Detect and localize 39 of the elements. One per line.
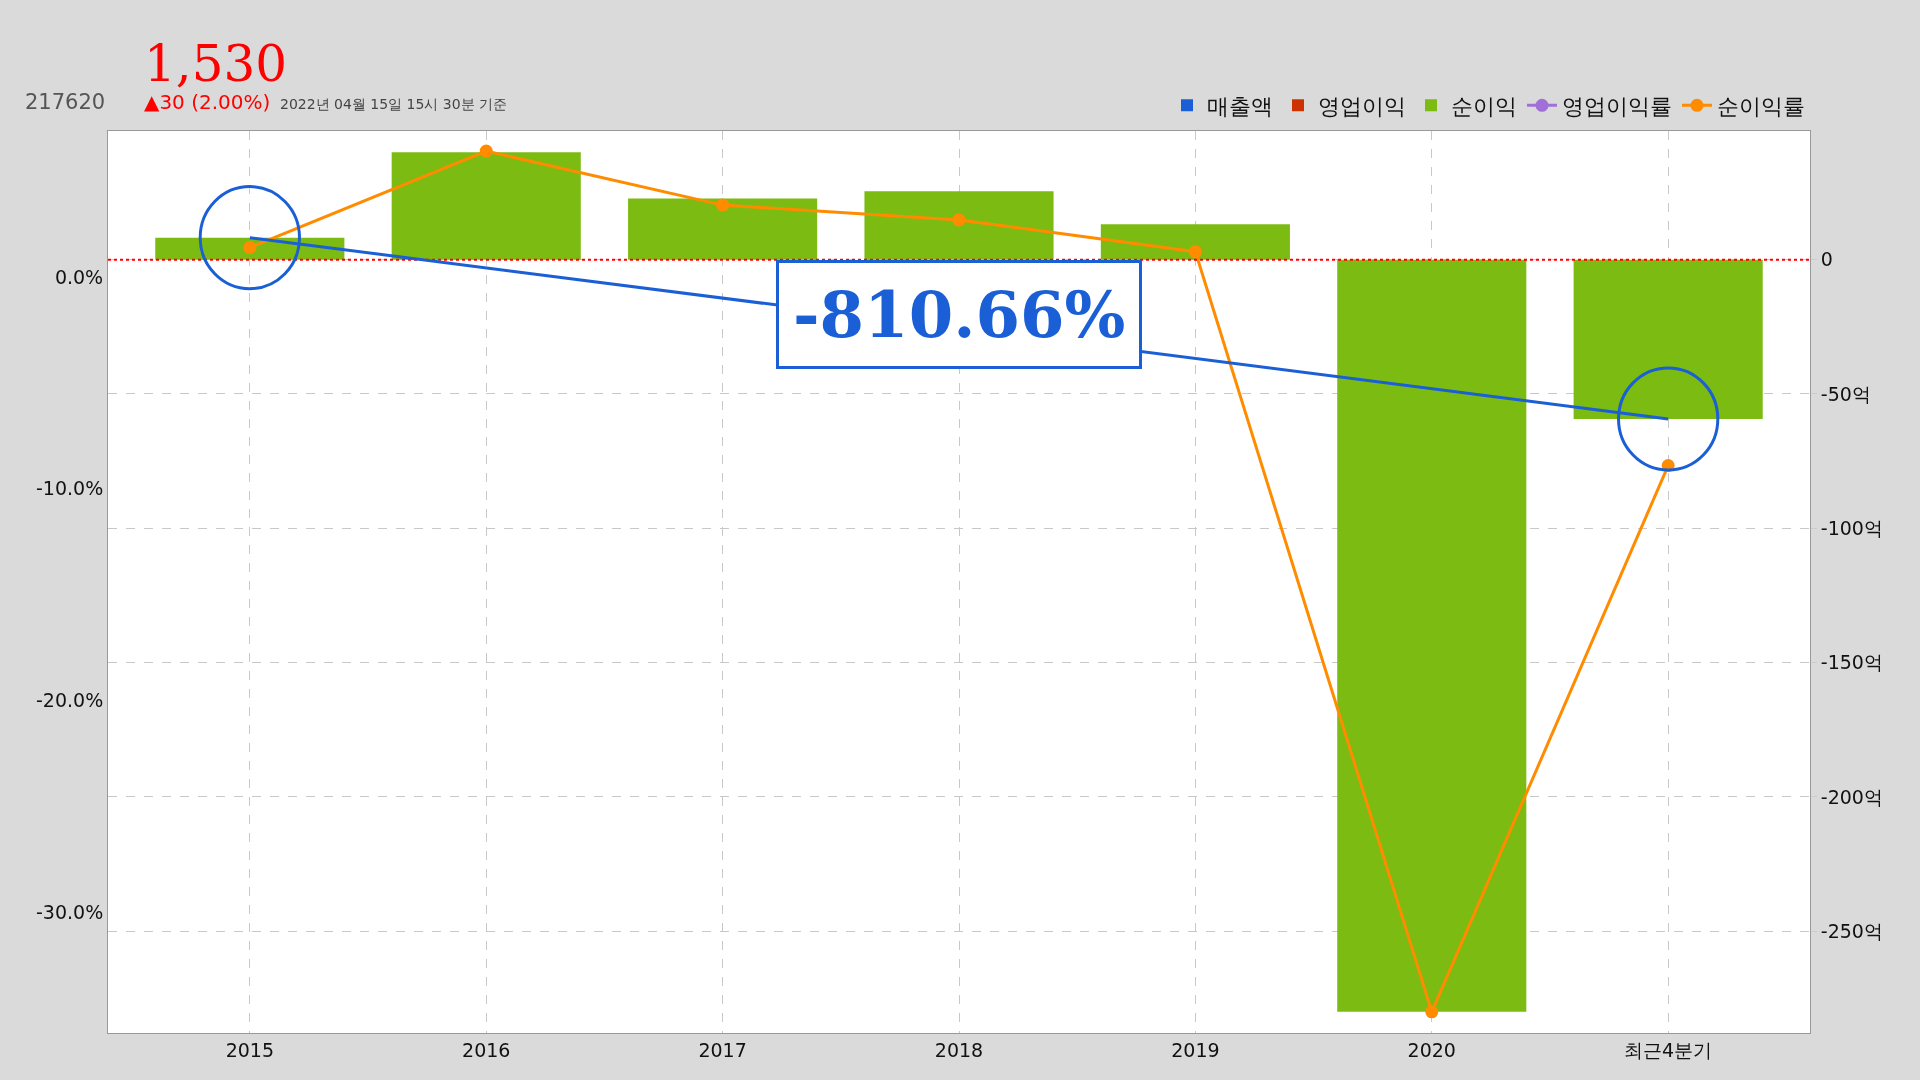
x-tick-label: 최근4분기 (1624, 1038, 1713, 1061)
y-tick-label: 0.0% (54, 265, 104, 288)
legend-label: 영업이익률 (1562, 93, 1672, 119)
bar (628, 198, 818, 260)
legend-label: 매출액 (1207, 93, 1273, 119)
y-tick-label: -10.0% (35, 477, 104, 500)
y-tick-label: -20.0% (35, 689, 104, 712)
chart-subtitle: ▲30 (2.00%) (144, 90, 271, 114)
legend-label: 순이익 (1451, 93, 1517, 119)
point (716, 198, 730, 212)
bar (1100, 224, 1290, 260)
point (1425, 1005, 1439, 1019)
x-tick-label: 2018 (934, 1038, 984, 1061)
y-tick-label: -30.0% (35, 900, 104, 923)
bar (391, 152, 581, 260)
y2-tick-label: -100억 (1820, 516, 1883, 539)
x-tick-label: 2017 (698, 1038, 747, 1061)
legend-label: 순이익률 (1717, 93, 1805, 119)
point (952, 213, 966, 227)
point (243, 240, 257, 254)
annotation: -810.66% (793, 277, 1126, 352)
y2-tick-label: -150억 (1820, 651, 1883, 674)
x-tick-label: 2016 (462, 1038, 511, 1061)
text: 2022년 04월 15일 15시 30분 기준 (280, 96, 508, 112)
point (1188, 245, 1202, 259)
text: 217620 (25, 90, 106, 114)
x-tick-label: 2019 (1171, 1038, 1220, 1061)
y2-tick-label: -200억 (1820, 785, 1883, 808)
y2-tick-label: -50억 (1820, 382, 1871, 405)
legend-label: 영업이익 (1318, 93, 1406, 119)
bar (1573, 259, 1763, 419)
bar (1337, 259, 1527, 1012)
y2-tick-label: -250억 (1820, 919, 1883, 942)
chart-title: 1,530 (144, 35, 288, 93)
point (479, 144, 493, 158)
y2-tick-label: 0 (1820, 248, 1833, 271)
x-tick-label: 2015 (225, 1038, 275, 1061)
x-tick-label: 2020 (1407, 1038, 1456, 1061)
bar (864, 191, 1054, 260)
